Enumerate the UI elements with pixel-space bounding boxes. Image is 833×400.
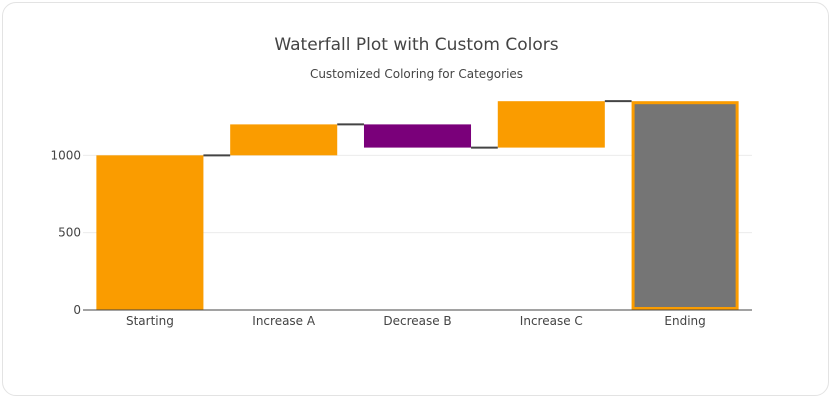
waterfall-bar xyxy=(497,101,605,148)
x-tick-label: Increase C xyxy=(520,314,583,328)
chart-subtitle: Customized Coloring for Categories xyxy=(309,67,524,81)
x-tick-label: Starting xyxy=(126,314,174,328)
bars xyxy=(96,101,739,310)
chart-title: Waterfall Plot with Custom Colors xyxy=(274,35,559,55)
axes: 0 500 1000 Starting Increase A Decrease B Incr… xyxy=(50,148,752,328)
waterfall-bar xyxy=(96,155,204,310)
x-tick-label: Ending xyxy=(664,314,705,328)
waterfall-bar xyxy=(631,101,739,310)
y-tick-label: 1000 xyxy=(50,148,81,162)
y-tick-label: 500 xyxy=(58,226,81,240)
x-tick-label: Increase A xyxy=(252,314,316,328)
y-tick-label: 0 xyxy=(73,303,81,317)
connectors xyxy=(203,100,632,157)
waterfall-bar xyxy=(363,124,472,148)
waterfall-bar xyxy=(230,124,338,156)
x-tick-label: Decrease B xyxy=(383,314,451,328)
